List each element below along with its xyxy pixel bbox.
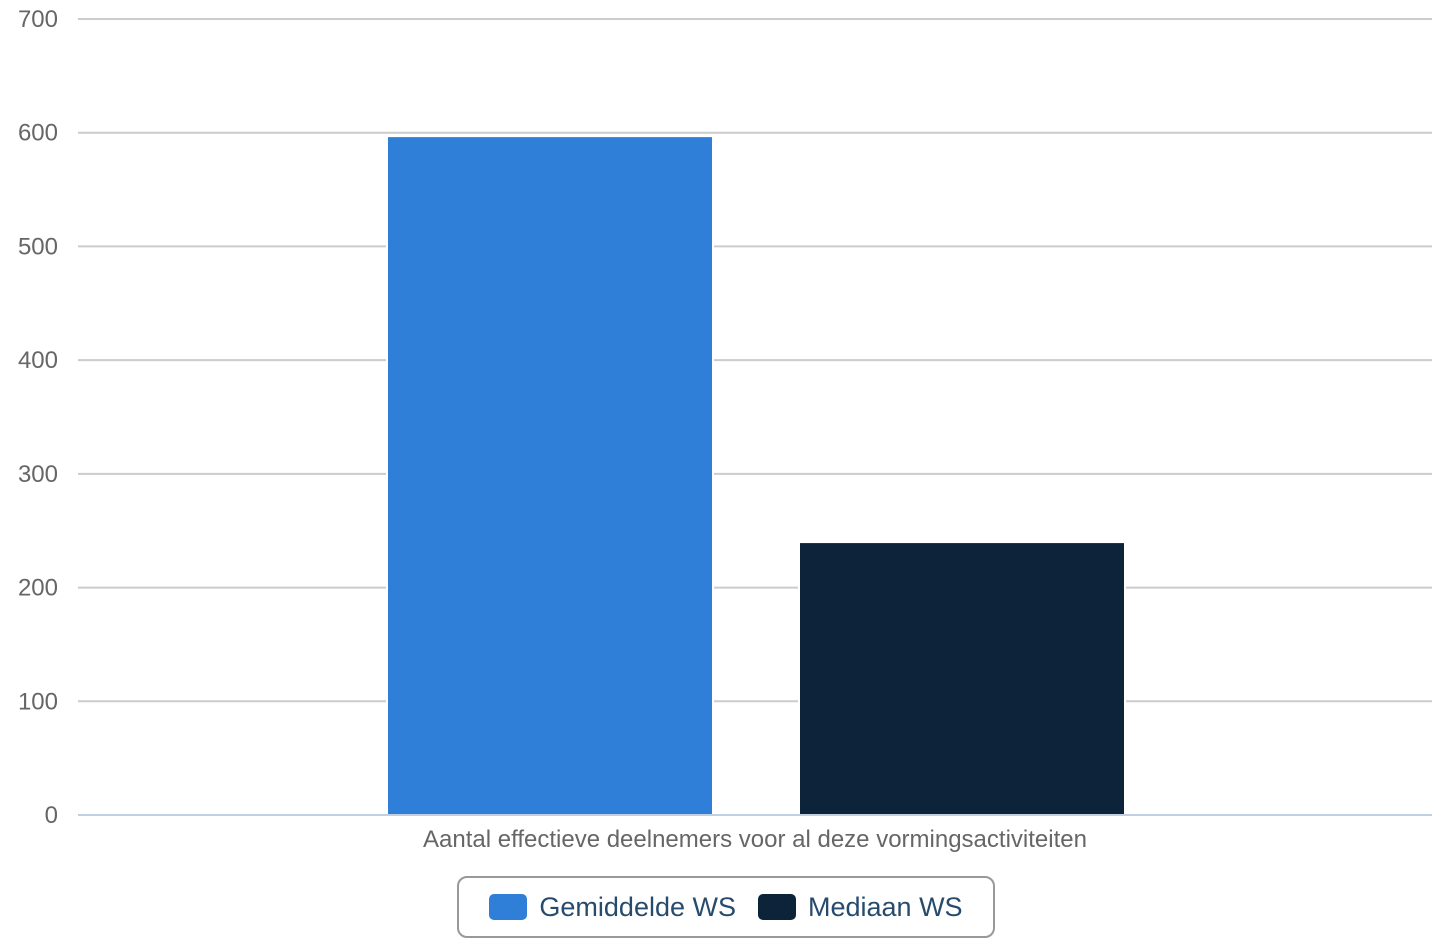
y-tick-label: 300 [18,461,58,488]
x-category-label: Aantal effectieve deelnemers voor al dez… [423,826,1087,853]
legend-item-mediaan[interactable]: Mediaan WS [758,892,963,923]
y-tick-label: 100 [18,688,58,715]
bar-gemiddelde-ws [386,135,714,816]
x-axis-categories: Aantal effectieve deelnemers voor al dez… [423,826,1087,853]
y-tick-label: 0 [45,802,58,829]
legend-item-gemiddelde[interactable]: Gemiddelde WS [489,892,736,923]
y-tick-label: 500 [18,233,58,260]
y-axis-ticks: 0 100 200 300 400 500 600 700 [18,6,58,829]
legend: Gemiddelde WS Mediaan WS [457,876,995,938]
gridlines [78,18,1432,703]
legend-swatch-gemiddelde [489,894,528,920]
bar-mediaan-ws [798,541,1126,816]
y-tick-label: 700 [18,6,58,33]
legend-label-mediaan: Mediaan WS [808,891,963,922]
y-tick-label: 200 [18,575,58,602]
legend-label-gemiddelde: Gemiddelde WS [539,891,736,922]
y-tick-label: 600 [18,120,58,147]
y-tick-label: 400 [18,347,58,374]
legend-swatch-mediaan [758,894,796,920]
bars [386,135,1126,816]
